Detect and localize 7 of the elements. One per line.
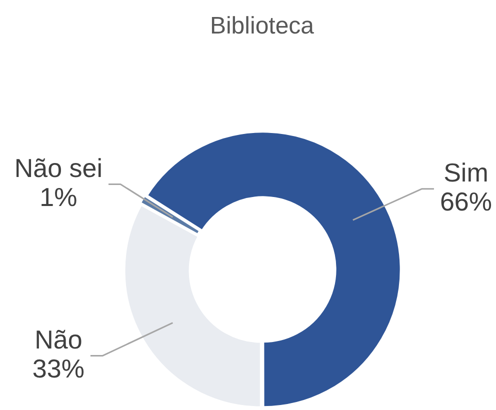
chart-title: Biblioteca — [210, 12, 315, 40]
slice-label: Não sei — [14, 152, 103, 183]
slice-label: Não — [34, 324, 82, 354]
slice-label: Sim — [444, 157, 488, 188]
data-label: 66% — [440, 186, 492, 216]
data-label: 33% — [32, 353, 84, 384]
data-label: 1% — [40, 182, 78, 212]
